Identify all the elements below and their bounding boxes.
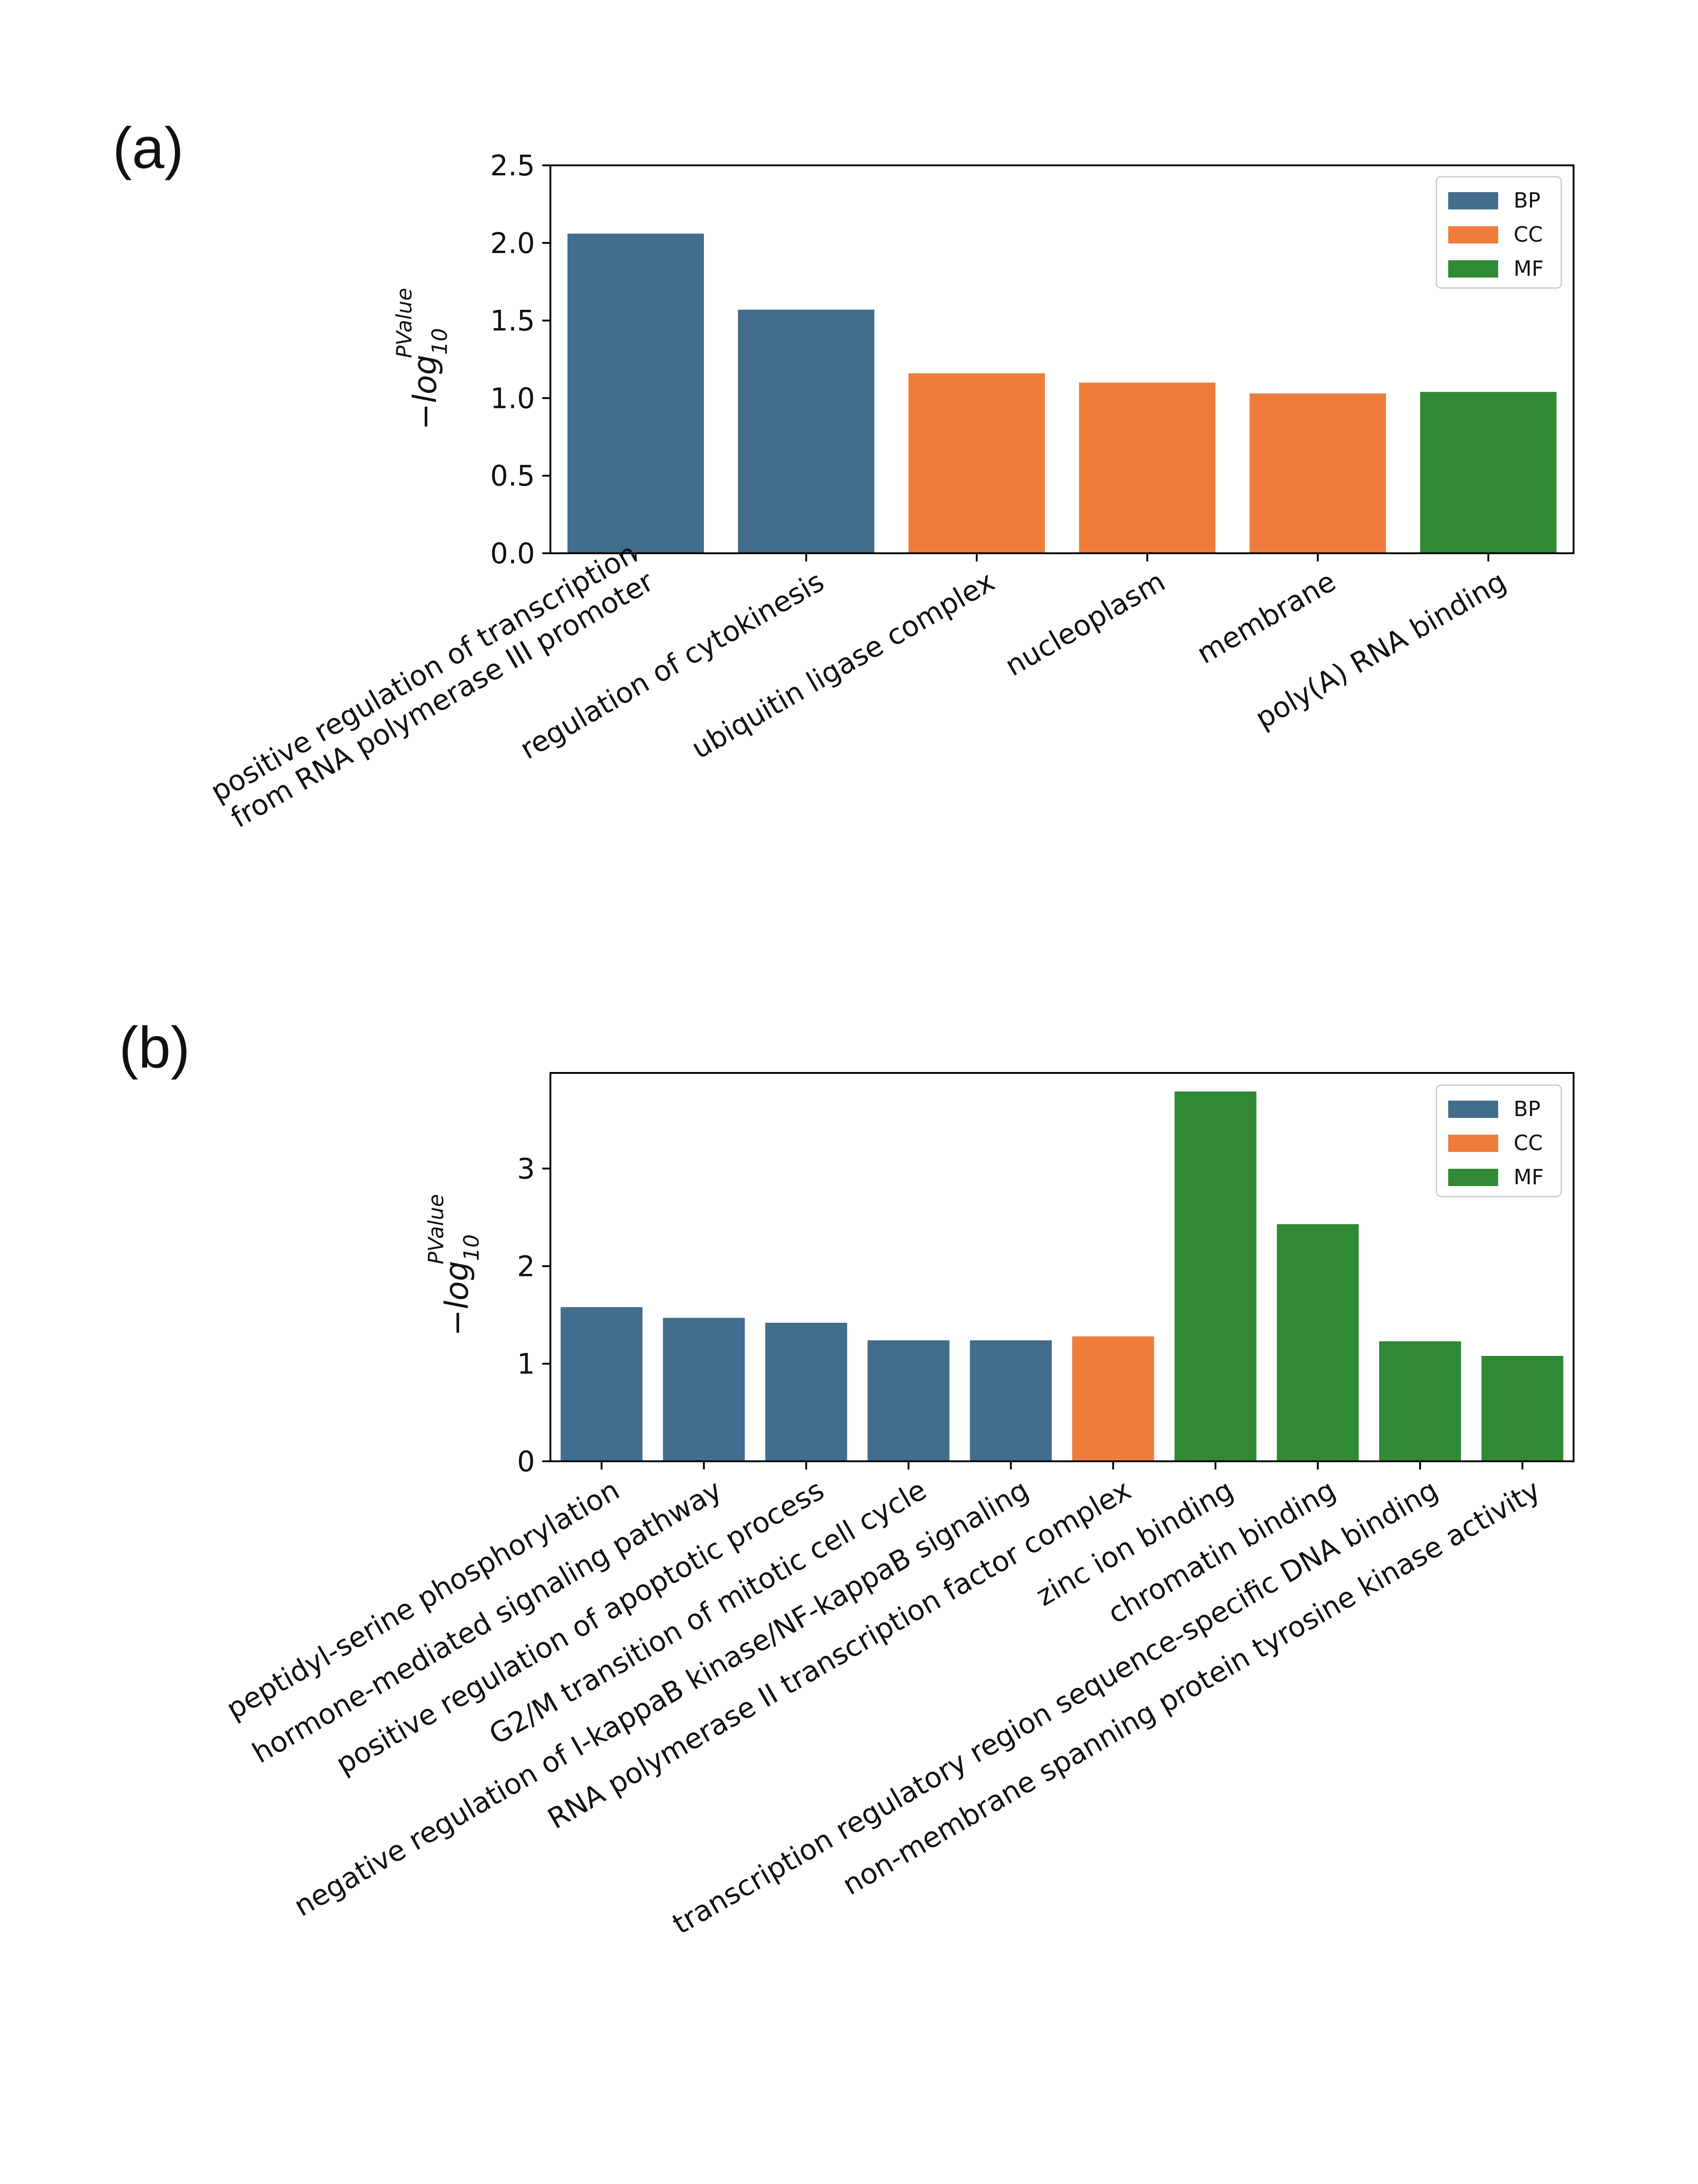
bar-rna-polymerase-ii-transcription-factor-complex — [1072, 1336, 1154, 1461]
legend-swatch-bp — [1448, 192, 1498, 209]
bar-non-membrane-spanning-protein-tyrosine-kinase-activity — [1481, 1355, 1564, 1461]
x-tick-label: membrane — [1191, 565, 1341, 670]
y-tick-label: 0.5 — [490, 459, 535, 492]
y-axis-label-minus: − — [406, 403, 444, 430]
y-axis-label-minus: − — [438, 1310, 475, 1336]
y-tick-label: 2 — [517, 1250, 535, 1283]
legend-label-cc: CC — [1514, 1131, 1543, 1155]
panel-label: (b) — [119, 1015, 190, 1080]
y-tick-label: 2.5 — [490, 149, 535, 182]
bar-regulation-of-cytokinesis — [738, 309, 875, 553]
legend-swatch-cc — [1448, 226, 1498, 243]
bar-g2-m-transition-of-mitotic-cell-cycle — [867, 1340, 950, 1461]
x-tick-label: ubiquitin ligase complex — [686, 565, 1000, 765]
legend-swatch-bp — [1448, 1101, 1498, 1118]
y-tick-label: 1.5 — [490, 304, 535, 338]
legend-swatch-cc — [1448, 1135, 1498, 1152]
legend-label-mf: MF — [1514, 256, 1544, 281]
bar-chromatin-binding — [1277, 1224, 1359, 1461]
y-axis-label: −log10 PValue — [424, 1194, 484, 1336]
panel-label: (a) — [113, 116, 183, 181]
bar-positive-regulation-of-apoptotic-process — [765, 1322, 847, 1461]
bar-poly-a-rna-binding — [1420, 392, 1557, 553]
legend: BP CC MF — [1436, 1084, 1562, 1197]
legend-label-cc: CC — [1514, 222, 1543, 247]
y-axis-label: −log10 PValue — [392, 288, 452, 430]
bar-positive-regulation-of-transcription-from-rna-polymerase-iii-promoter — [567, 233, 704, 553]
y-axis-label-log: log — [438, 1261, 475, 1310]
x-tick-label: nucleoplasm — [1000, 565, 1171, 683]
bar-ubiquitin-ligase-complex — [908, 373, 1045, 553]
y-tick-label: 1 — [517, 1347, 535, 1380]
x-tick-label-line: nucleoplasm — [1000, 565, 1171, 683]
legend-label-bp: BP — [1514, 1097, 1540, 1121]
x-tick-label: positive regulation of transcriptionfrom… — [205, 536, 659, 836]
plot-frame — [549, 164, 1574, 554]
y-axis-label-sub: 10 — [427, 328, 452, 355]
legend: BP CC MF — [1436, 176, 1562, 289]
bar-membrane — [1249, 393, 1386, 553]
bar-transcription-regulatory-region-sequence-specific-dna-binding — [1379, 1341, 1461, 1461]
x-tick-label-line: positive regulation of transcription — [205, 536, 643, 809]
legend-label-mf: MF — [1514, 1165, 1544, 1189]
plot-frame — [549, 1072, 1574, 1462]
y-axis-label-sub: 10 — [459, 1234, 484, 1261]
y-tick-label: 3 — [517, 1152, 535, 1186]
y-tick-label: 0 — [517, 1445, 535, 1478]
legend-swatch-mf — [1448, 1169, 1498, 1186]
y-tick-label: 1.0 — [490, 382, 535, 415]
y-tick-label: 0.0 — [490, 537, 535, 570]
bar-hormone-mediated-signaling-pathway — [663, 1318, 745, 1461]
bar-peptidyl-serine-phosphorylation — [560, 1307, 643, 1461]
y-tick-label: 2.0 — [490, 227, 535, 260]
legend-label-bp: BP — [1514, 188, 1540, 213]
x-tick-label-line: membrane — [1191, 565, 1341, 670]
bar-zinc-ion-binding — [1174, 1091, 1257, 1461]
chart-panel-a: (a) 0.0 0.5 1.0 1.5 2.0 2.5 −log10 PValue positiv… — [113, 116, 1574, 836]
y-axis-label-sup: PValue — [392, 288, 416, 358]
y-axis-label-sup: PValue — [424, 1194, 448, 1265]
x-tick-label-line: ubiquitin ligase complex — [686, 565, 1000, 765]
bar-nucleoplasm — [1079, 382, 1216, 553]
y-axis-label-log: log — [406, 355, 444, 403]
bar-negative-regulation-of-i-kappab-kinase-nf-kappab-signaling — [970, 1340, 1052, 1461]
legend-swatch-mf — [1448, 260, 1498, 278]
